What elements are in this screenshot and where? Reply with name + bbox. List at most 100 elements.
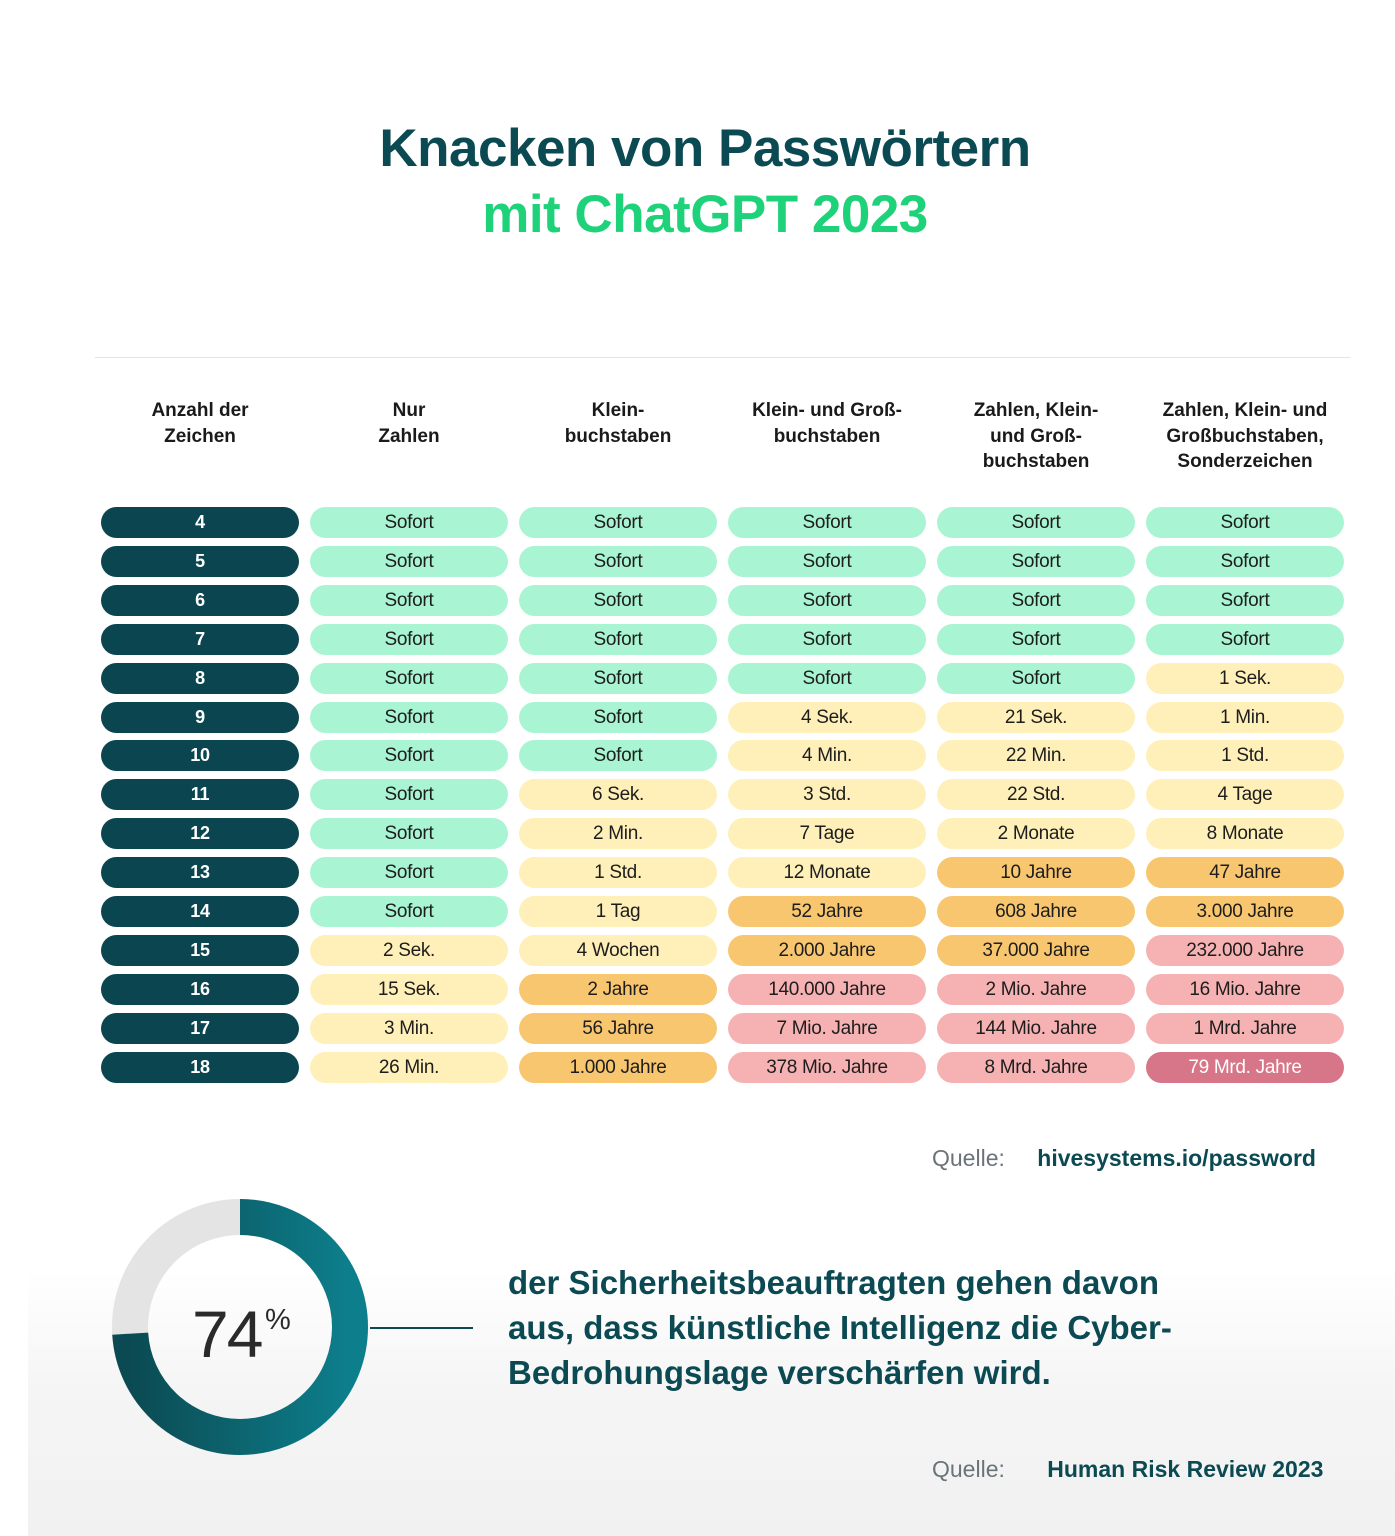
crack-time-cell-numbers-only: Sofort xyxy=(310,624,508,655)
crack-time-cell-numbers-only: Sofort xyxy=(310,857,508,888)
crack-time-cell-lowercase: 56 Jahre xyxy=(519,1013,717,1044)
crack-time-cell-mixed-case: 4 Min. xyxy=(728,740,926,771)
title-line-1: Knacken von Passwörtern xyxy=(379,119,1031,178)
stat-connector-line xyxy=(370,1327,473,1329)
crack-time-cell-alphanumeric: 2 Monate xyxy=(937,818,1135,849)
crack-time-cell-lowercase: 1 Std. xyxy=(519,857,717,888)
crack-time-cell-alphanumeric: 10 Jahre xyxy=(937,857,1135,888)
crack-time-cell-all-characters: 47 Jahre xyxy=(1146,857,1344,888)
crack-time-cell-lowercase: 1 Tag xyxy=(519,896,717,927)
crack-time-cell-alphanumeric: Sofort xyxy=(937,507,1135,538)
crack-time-cell-numbers-only: Sofort xyxy=(310,507,508,538)
stat-description: der Sicherheitsbeauftragten gehen davon … xyxy=(508,1264,1172,1391)
crack-time-cell-all-characters: 8 Monate xyxy=(1146,818,1344,849)
source-link[interactable]: hivesystems.io/password xyxy=(1037,1145,1316,1171)
crack-time-cell-all-characters: Sofort xyxy=(1146,546,1344,577)
length-cell: 18 xyxy=(101,1052,299,1083)
crack-time-cell-alphanumeric: 8 Mrd. Jahre xyxy=(937,1052,1135,1083)
source-label: Quelle: xyxy=(932,1456,1005,1482)
crack-time-cell-all-characters: 1 Sek. xyxy=(1146,663,1344,694)
length-cell: 7 xyxy=(101,624,299,655)
crack-time-cell-mixed-case: Sofort xyxy=(728,624,926,655)
column-header-all-characters: Zahlen, Klein- und Großbuchstaben, Sonde… xyxy=(1162,400,1328,472)
crack-time-cell-alphanumeric: 144 Mio. Jahre xyxy=(937,1013,1135,1044)
source-label: Quelle: xyxy=(932,1145,1005,1171)
length-cell: 16 xyxy=(101,974,299,1005)
crack-time-cell-lowercase: Sofort xyxy=(519,585,717,616)
crack-time-cell-mixed-case: 4 Sek. xyxy=(728,702,926,733)
crack-time-cell-alphanumeric: 22 Std. xyxy=(937,779,1135,810)
crack-time-cell-alphanumeric: 21 Sek. xyxy=(937,702,1135,733)
crack-time-cell-numbers-only: Sofort xyxy=(310,779,508,810)
length-cell: 4 xyxy=(101,507,299,538)
crack-time-cell-numbers-only: 15 Sek. xyxy=(310,974,508,1005)
crack-time-cell-numbers-only: 3 Min. xyxy=(310,1013,508,1044)
stat-percent-number: 74 xyxy=(192,1297,263,1371)
crack-time-cell-all-characters: Sofort xyxy=(1146,624,1344,655)
column-header-numbers-only: Nur Zahlen xyxy=(378,400,440,447)
length-cell: 8 xyxy=(101,663,299,694)
length-cell: 13 xyxy=(101,857,299,888)
crack-time-cell-mixed-case: Sofort xyxy=(728,663,926,694)
crack-time-cell-numbers-only: Sofort xyxy=(310,896,508,927)
column-header-alphanumeric: Zahlen, Klein- und Groß- buchstaben xyxy=(973,400,1099,472)
donut-value-arc xyxy=(112,1199,368,1455)
crack-time-cell-all-characters: Sofort xyxy=(1146,585,1344,616)
crack-time-cell-numbers-only: Sofort xyxy=(310,740,508,771)
crack-time-cell-mixed-case: 378 Mio. Jahre xyxy=(728,1052,926,1083)
length-cell: 12 xyxy=(101,818,299,849)
crack-time-cell-numbers-only: 26 Min. xyxy=(310,1052,508,1083)
crack-time-cell-lowercase: Sofort xyxy=(519,624,717,655)
column-header-mixed-case: Klein- und Groß- buchstaben xyxy=(752,400,902,447)
crack-time-cell-lowercase: 2 Min. xyxy=(519,818,717,849)
crack-time-cell-alphanumeric: 2 Mio. Jahre xyxy=(937,974,1135,1005)
crack-time-cell-all-characters: Sofort xyxy=(1146,507,1344,538)
crack-time-cell-mixed-case: 140.000 Jahre xyxy=(728,974,926,1005)
crack-time-cell-mixed-case: 2.000 Jahre xyxy=(728,935,926,966)
crack-time-cell-numbers-only: Sofort xyxy=(310,546,508,577)
length-cell: 11 xyxy=(101,779,299,810)
crack-time-cell-all-characters: 3.000 Jahre xyxy=(1146,896,1344,927)
crack-time-cell-all-characters: 1 Mrd. Jahre xyxy=(1146,1013,1344,1044)
crack-time-cell-mixed-case: 3 Std. xyxy=(728,779,926,810)
crack-time-cell-lowercase: Sofort xyxy=(519,663,717,694)
crack-time-cell-mixed-case: 7 Tage xyxy=(728,818,926,849)
crack-time-cell-lowercase: Sofort xyxy=(519,702,717,733)
source-name: Human Risk Review 2023 xyxy=(1047,1456,1324,1482)
crack-time-cell-mixed-case: Sofort xyxy=(728,585,926,616)
crack-time-cell-alphanumeric: Sofort xyxy=(937,585,1135,616)
crack-time-cell-numbers-only: Sofort xyxy=(310,585,508,616)
crack-time-cell-all-characters: 1 Std. xyxy=(1146,740,1344,771)
crack-time-cell-mixed-case: 52 Jahre xyxy=(728,896,926,927)
length-cell: 9 xyxy=(101,702,299,733)
header-divider xyxy=(95,357,1350,358)
donut-chart xyxy=(112,1199,368,1455)
column-header-length: Anzahl der Zeichen xyxy=(151,400,249,447)
length-cell: 17 xyxy=(101,1013,299,1044)
length-cell: 6 xyxy=(101,585,299,616)
crack-time-cell-alphanumeric: 37.000 Jahre xyxy=(937,935,1135,966)
stat-percent-sign: % xyxy=(265,1304,291,1336)
crack-time-cell-alphanumeric: Sofort xyxy=(937,663,1135,694)
crack-time-cell-lowercase: Sofort xyxy=(519,546,717,577)
crack-time-cell-mixed-case: Sofort xyxy=(728,507,926,538)
crack-time-cell-mixed-case: 12 Monate xyxy=(728,857,926,888)
title-line-2: mit ChatGPT 2023 xyxy=(482,185,928,244)
crack-time-cell-all-characters: 1 Min. xyxy=(1146,702,1344,733)
bottom-background xyxy=(28,1270,1395,1536)
crack-time-cell-numbers-only: 2 Sek. xyxy=(310,935,508,966)
length-cell: 14 xyxy=(101,896,299,927)
length-cell: 10 xyxy=(101,740,299,771)
crack-time-cell-lowercase: Sofort xyxy=(519,740,717,771)
crack-time-cell-alphanumeric: Sofort xyxy=(937,624,1135,655)
crack-time-cell-lowercase: Sofort xyxy=(519,507,717,538)
crack-time-cell-all-characters: 79 Mrd. Jahre xyxy=(1146,1052,1344,1083)
crack-time-cell-all-characters: 232.000 Jahre xyxy=(1146,935,1344,966)
crack-time-cell-alphanumeric: Sofort xyxy=(937,546,1135,577)
crack-time-cell-lowercase: 4 Wochen xyxy=(519,935,717,966)
source-hivesystems: Quelle: hivesystems.io/password xyxy=(932,1145,1316,1172)
length-cell: 5 xyxy=(101,546,299,577)
crack-time-cell-mixed-case: 7 Mio. Jahre xyxy=(728,1013,926,1044)
crack-time-cell-numbers-only: Sofort xyxy=(310,818,508,849)
crack-time-cell-numbers-only: Sofort xyxy=(310,663,508,694)
